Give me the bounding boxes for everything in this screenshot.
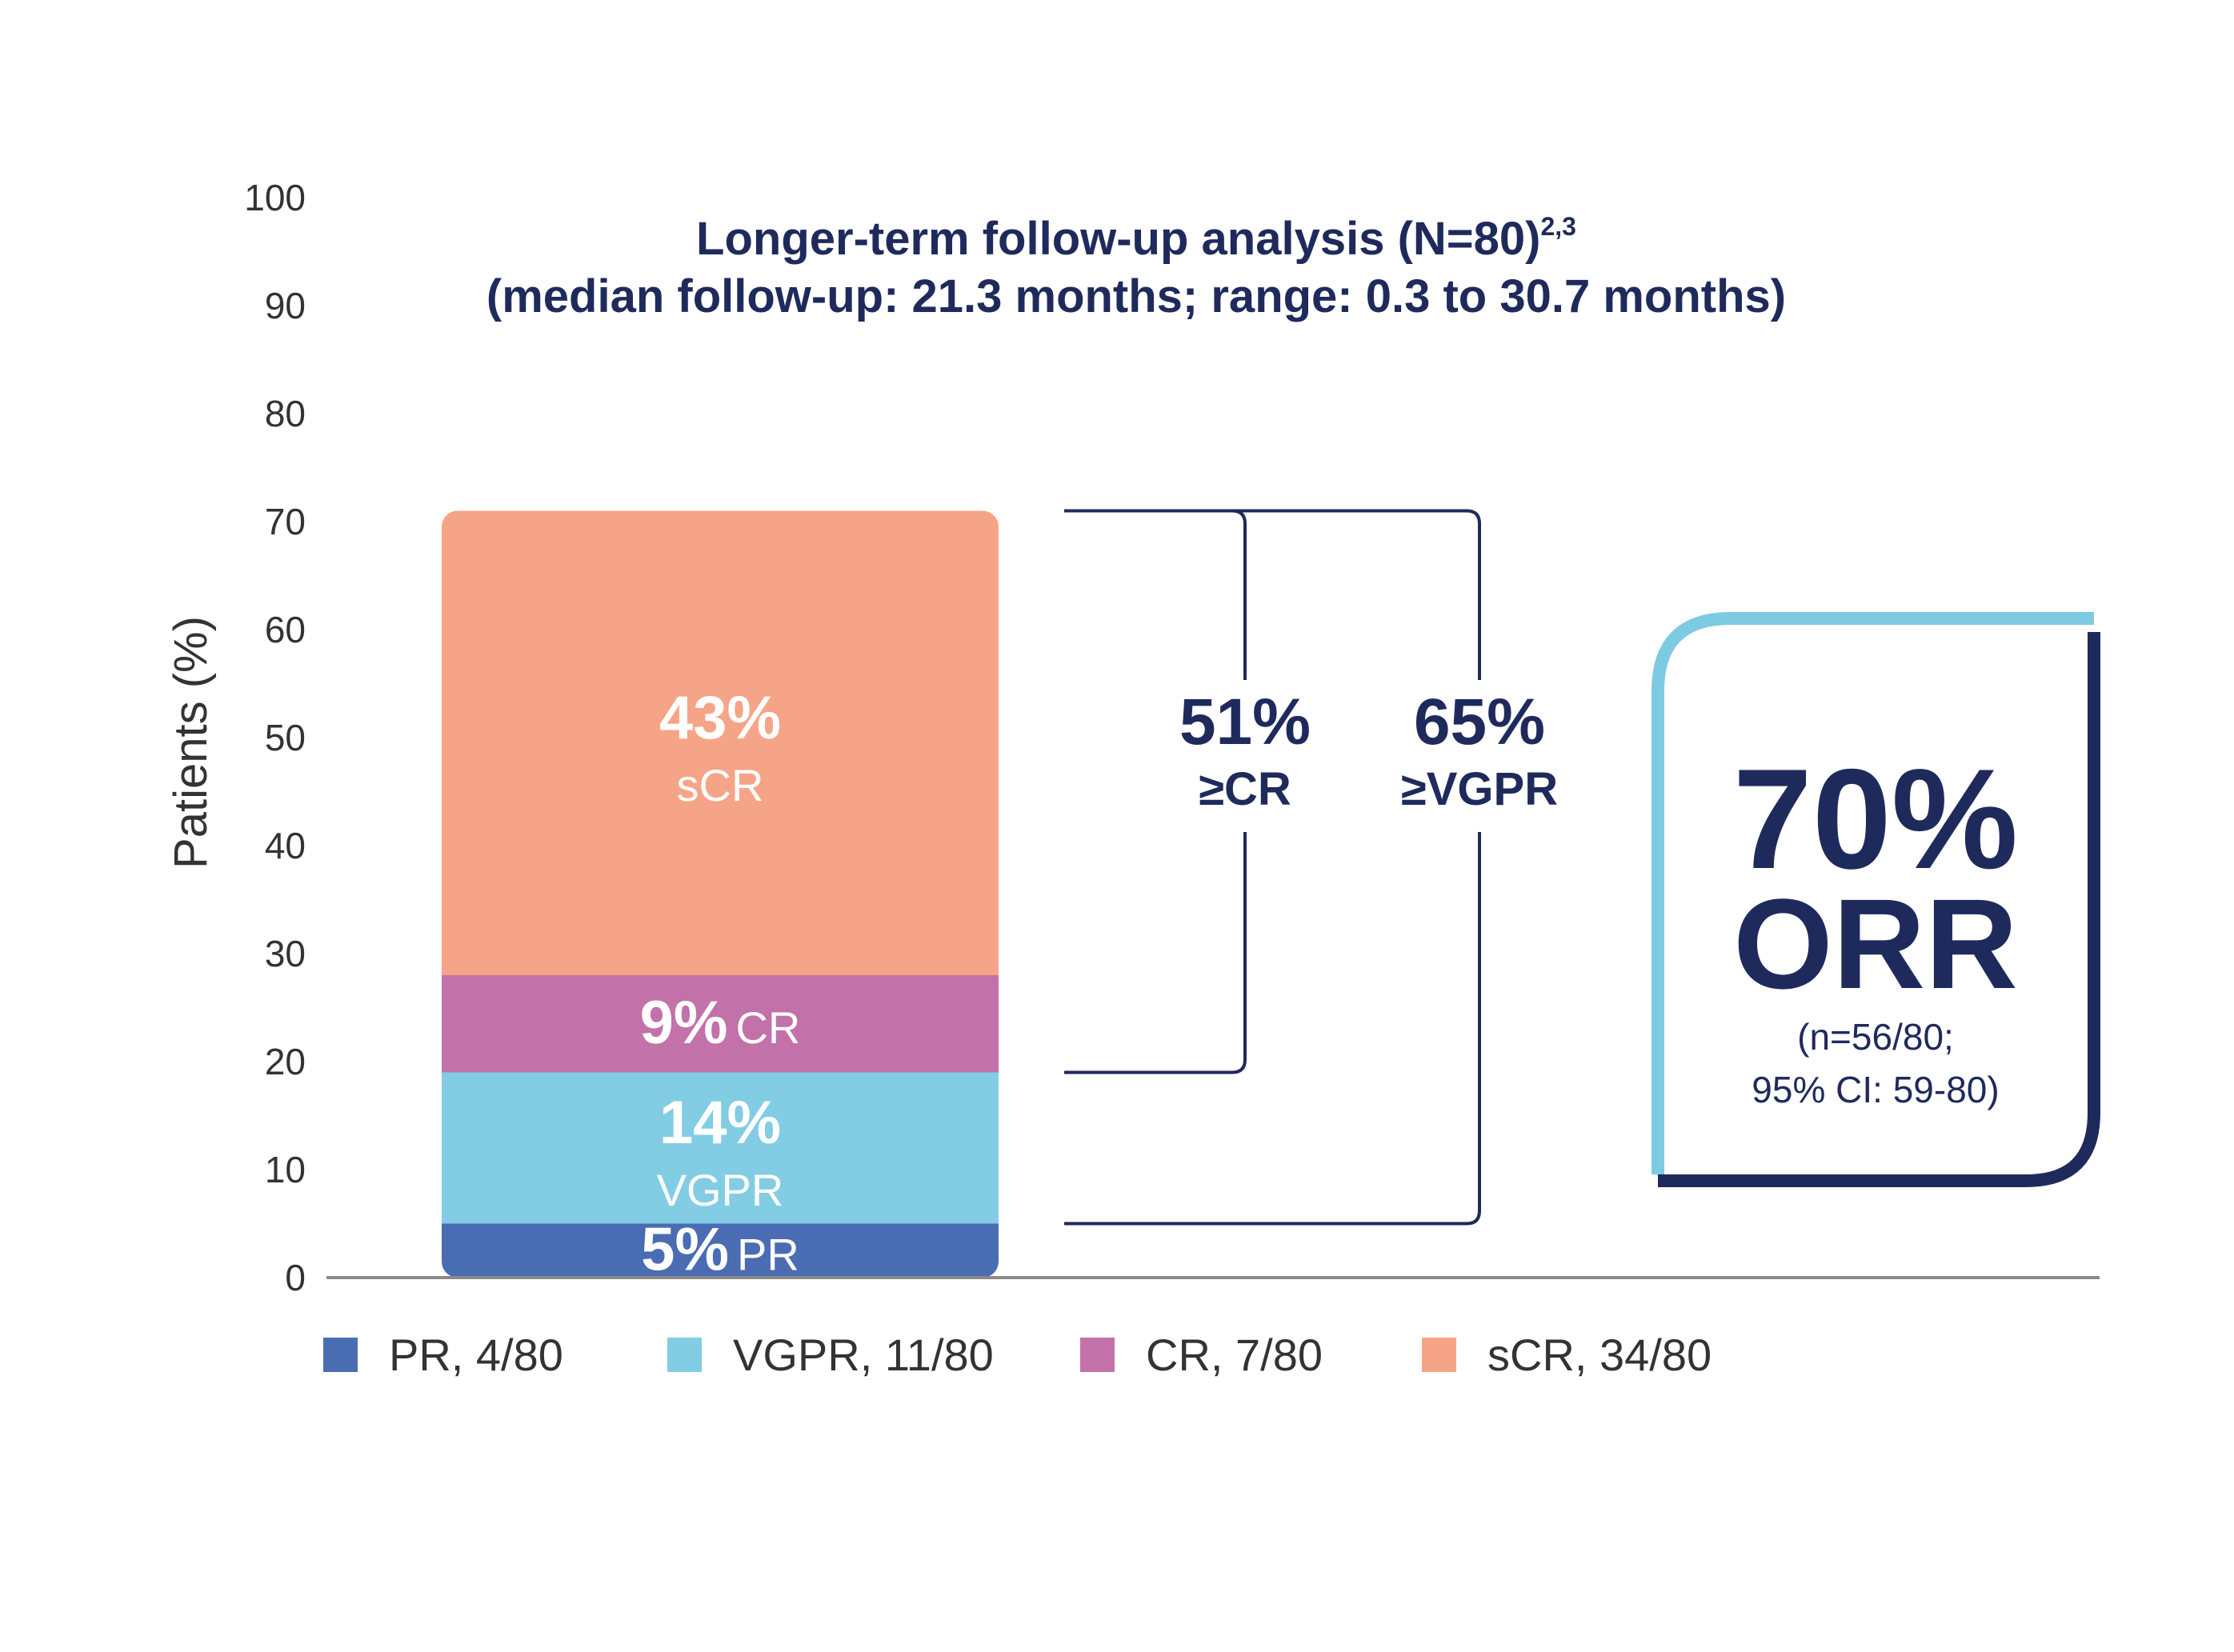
bar-segment-vgpr xyxy=(442,1072,999,1224)
chart-title-main: Longer-term follow-up analysis (N=80) xyxy=(696,213,1540,265)
bar-segment-pr xyxy=(442,1223,999,1278)
callout-detail-line1: (n=56/80; xyxy=(1797,1016,1954,1058)
y-tick-label: 80 xyxy=(265,393,306,434)
bracket-line-bottom xyxy=(1064,832,1481,1226)
bar-segments xyxy=(442,510,999,1278)
y-tick-label: 0 xyxy=(285,1257,306,1298)
legend-label: sCR, 34/80 xyxy=(1487,1330,1712,1380)
bar-label-value-vgpr: 14% xyxy=(659,1089,781,1157)
bar-label-name: CR xyxy=(735,1002,800,1053)
bracket-line-bottom xyxy=(1064,832,1247,1074)
bar-label-pr: 5% PR xyxy=(641,1215,799,1283)
y-tick-label: 40 xyxy=(265,825,306,866)
y-tick-label: 30 xyxy=(265,933,306,974)
bar-segment-cr xyxy=(442,975,999,1073)
callout-detail-line2: 95% CI: 59-80) xyxy=(1752,1069,1999,1110)
bar-segment-scr xyxy=(442,510,999,975)
orr-callout: 70%ORR(n=56/80; 95% CI: 59-80) xyxy=(1651,612,2100,1187)
bracket-line-top xyxy=(1064,509,1247,680)
legend: PR, 4/80 VGPR, 11/80 CR, 7/80 sCR, 34/80 xyxy=(323,1330,1712,1380)
chart-title-superscript: 2,3 xyxy=(1540,212,1575,241)
chart-title-line1: Longer-term follow-up analysis (N=80)2,3 xyxy=(696,212,1576,265)
brackets: 51%≥CR 65%≥VGPR xyxy=(1064,509,1558,1226)
chart-title-line2: (median follow-up: 21.3 months; range: 0… xyxy=(486,270,1786,322)
bracket-label: ≥VGPR xyxy=(1401,763,1558,815)
legend-swatch xyxy=(323,1338,358,1372)
y-tick-label: 70 xyxy=(265,501,306,542)
legend-item-vgpr: VGPR, 11/80 xyxy=(667,1330,994,1380)
legend-label: CR, 7/80 xyxy=(1146,1330,1323,1380)
bracket-value: 65% xyxy=(1414,686,1545,758)
y-tick-label: 100 xyxy=(244,177,306,218)
callout-border-light xyxy=(1651,612,2094,1174)
y-tick-label: 60 xyxy=(265,609,306,650)
bar-label-cr: 9% CR xyxy=(640,989,801,1057)
bar-label-name-vgpr: VGPR xyxy=(657,1165,784,1215)
y-tick-label: 50 xyxy=(265,717,306,758)
callout-value: 70% xyxy=(1733,739,2018,898)
bar-label-value: 9% xyxy=(640,989,728,1057)
legend-swatch xyxy=(667,1338,702,1372)
bar-label-value-scr: 43% xyxy=(659,684,781,752)
legend-swatch xyxy=(1422,1338,1456,1372)
chart-title: Longer-term follow-up analysis (N=80)2,3… xyxy=(486,212,1786,322)
y-tick-label: 20 xyxy=(265,1041,306,1082)
bracket-label: ≥CR xyxy=(1199,763,1291,815)
callout-border-dark xyxy=(1658,632,2100,1187)
legend-item-cr: CR, 7/80 xyxy=(1080,1330,1323,1380)
legend-label: VGPR, 11/80 xyxy=(733,1330,994,1380)
y-tick-label: 10 xyxy=(265,1149,306,1190)
legend-item-pr: PR, 4/80 xyxy=(323,1330,563,1380)
y-tick-label: 90 xyxy=(265,285,306,326)
stacked-bar: 5% PR 14% VGPR 9% CR 43% sCR xyxy=(442,510,999,1283)
y-axis: 0 10 20 30 40 50 60 70 80 90 100 xyxy=(244,177,306,1298)
y-axis-label: Patients (%) xyxy=(165,616,217,869)
bar-label-value: 5% xyxy=(641,1215,729,1283)
legend-swatch xyxy=(1080,1338,1115,1372)
bar-label-name: PR xyxy=(737,1229,799,1279)
bracket-value: 51% xyxy=(1179,686,1311,758)
legend-label: PR, 4/80 xyxy=(389,1330,563,1380)
legend-item-scr: sCR, 34/80 xyxy=(1422,1330,1712,1380)
callout-label: ORR xyxy=(1733,872,2018,1015)
bar-label-name-scr: sCR xyxy=(677,760,764,810)
bracket-line-top xyxy=(1064,509,1481,680)
